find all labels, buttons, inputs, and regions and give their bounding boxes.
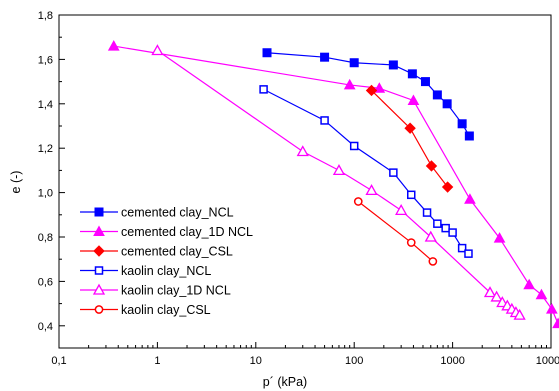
data-point xyxy=(464,249,473,258)
y-tick-label: 1,2 xyxy=(38,143,53,155)
data-point xyxy=(259,85,268,94)
data-point xyxy=(535,288,548,300)
data-point xyxy=(433,219,442,228)
series-3 xyxy=(365,84,454,193)
y-tick-label: 1,4 xyxy=(38,99,53,111)
legend-label: cemented clay_NCL xyxy=(121,206,234,220)
x-tick-label: 100 xyxy=(345,355,363,367)
series-line xyxy=(266,52,470,137)
series-line xyxy=(371,90,449,188)
data-point xyxy=(349,58,359,68)
legend-item: cemented clay_1D NCL xyxy=(80,225,253,239)
data-point xyxy=(296,145,309,157)
data-point xyxy=(420,77,430,87)
legend-item: cemented clay_NCL xyxy=(80,206,234,220)
data-point xyxy=(365,184,378,196)
data-point xyxy=(395,204,408,216)
data-point xyxy=(365,84,378,97)
data-point xyxy=(545,303,558,314)
legend-item: kaolin clay_CSL xyxy=(80,303,211,317)
legend-swatch-marker xyxy=(92,283,106,295)
series-6 xyxy=(353,197,438,266)
series-line xyxy=(263,88,469,255)
legend-swatch-marker xyxy=(94,207,104,217)
series-2 xyxy=(107,40,559,329)
data-point xyxy=(404,122,416,134)
data-point xyxy=(406,238,416,247)
data-point xyxy=(407,69,417,79)
data-point xyxy=(151,44,164,56)
data-point xyxy=(523,278,536,290)
data-point xyxy=(442,99,452,109)
data-point xyxy=(388,60,398,70)
data-point xyxy=(424,230,437,242)
data-point xyxy=(422,208,432,217)
series-layer xyxy=(107,40,559,329)
y-tick-label: 1,0 xyxy=(38,188,53,200)
legend-label: kaolin clay_CSL xyxy=(121,303,211,317)
data-point xyxy=(407,94,420,105)
data-point xyxy=(262,48,272,58)
data-point xyxy=(349,141,359,151)
legend-swatch-marker xyxy=(94,266,104,275)
data-point xyxy=(320,52,330,62)
legend-label: kaolin clay_NCL xyxy=(121,264,211,278)
data-point xyxy=(441,181,454,193)
y-axis-title: e (-) xyxy=(9,171,23,194)
data-point xyxy=(493,232,506,243)
data-point xyxy=(407,190,416,200)
data-point xyxy=(320,116,329,125)
data-point xyxy=(448,228,457,237)
legend-item: cemented clay_CSL xyxy=(80,245,233,259)
x-tick-label: 1000 xyxy=(440,355,464,367)
data-point xyxy=(432,90,442,100)
y-tick-label: 1,6 xyxy=(38,54,53,66)
series-line xyxy=(157,50,520,316)
legend-label: kaolin clay_1D NCL xyxy=(121,284,231,298)
data-point xyxy=(343,78,356,90)
x-axis-title: p´ (kPa) xyxy=(263,375,307,389)
legend-label: cemented clay_1D NCL xyxy=(121,225,253,239)
data-point xyxy=(441,223,450,233)
legend-swatch-marker xyxy=(93,225,105,236)
series-4 xyxy=(259,85,473,258)
legend: cemented clay_NCL cemented clay_1D NCL cem… xyxy=(80,206,253,317)
y-tick-label: 0,6 xyxy=(38,276,53,288)
y-tick-label: 1,8 xyxy=(38,10,53,22)
legend-swatch-marker xyxy=(94,305,104,314)
x-tick-label: 10 xyxy=(250,355,262,367)
data-point xyxy=(490,290,503,302)
data-point xyxy=(513,308,526,320)
data-point xyxy=(428,257,438,266)
series-5 xyxy=(151,44,526,320)
data-point xyxy=(552,317,559,329)
legend-item: kaolin clay_1D NCL xyxy=(80,284,231,298)
x-tick-label: 1 xyxy=(154,355,160,367)
legend-swatch-marker xyxy=(93,245,105,257)
series-1 xyxy=(262,48,474,141)
data-point xyxy=(373,82,386,93)
data-point xyxy=(353,197,363,206)
data-point xyxy=(332,164,346,176)
series-line xyxy=(357,201,434,262)
x-tick-label: 0,1 xyxy=(51,355,66,367)
y-tick-label: 0,4 xyxy=(38,321,53,333)
data-point xyxy=(464,193,476,204)
series-line xyxy=(113,45,559,324)
legend-label: cemented clay_CSL xyxy=(121,245,233,259)
y-tick-label: 0,8 xyxy=(38,232,53,244)
plot-frame xyxy=(58,14,552,349)
data-point xyxy=(425,160,438,172)
data-point xyxy=(483,286,497,298)
legend-item: kaolin clay_NCL xyxy=(80,264,211,278)
data-point xyxy=(389,168,398,177)
data-point xyxy=(464,131,474,141)
data-point xyxy=(107,40,120,51)
data-point xyxy=(457,119,467,129)
data-point xyxy=(457,243,467,253)
